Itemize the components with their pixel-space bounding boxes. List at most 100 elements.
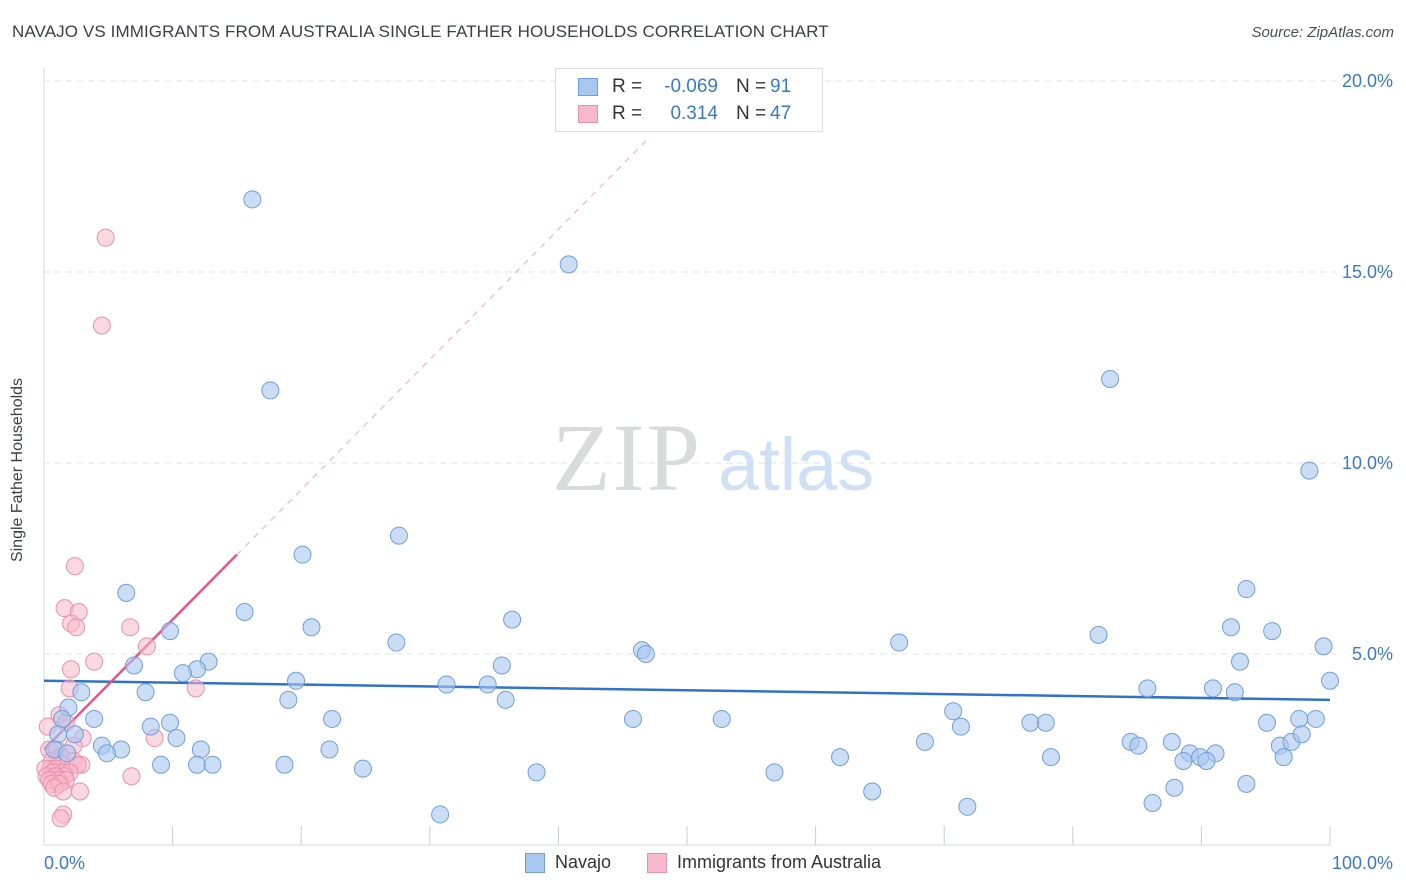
navajo-point <box>1292 725 1311 744</box>
navajo-point <box>1129 736 1148 755</box>
navajo-point <box>125 656 144 675</box>
gridlines <box>44 80 1336 655</box>
navajo-point <box>944 702 963 721</box>
y-tick-label: 20.0% <box>1342 71 1393 91</box>
navajo-point <box>173 664 192 683</box>
navajo-point <box>72 683 91 702</box>
correlation-legend: R = -0.069 N = 91 R = 0.314 N = 47 <box>555 68 823 132</box>
navajo-point <box>1290 709 1309 728</box>
legend-item-australia: Immigrants from Australia <box>646 852 881 873</box>
navajo-point <box>636 645 655 663</box>
legend-row-navajo: R = -0.069 N = 91 <box>578 74 791 100</box>
australia-point <box>54 782 73 801</box>
navajo-point <box>863 782 882 801</box>
navajo-point <box>191 740 210 759</box>
y-tick-label: 10.0% <box>1342 453 1393 473</box>
series-legend: Navajo Immigrants from Australia <box>0 852 1406 873</box>
x-tick-labels: 0.0% 100.0% <box>44 853 1393 873</box>
australia-points <box>36 228 205 828</box>
australia-swatch <box>578 105 598 123</box>
navajo-point <box>503 610 522 629</box>
navajo-point <box>831 748 850 767</box>
australia-point <box>51 809 70 828</box>
navajo-point <box>1257 713 1276 732</box>
navajo-point <box>1162 732 1181 751</box>
navajo-point <box>203 755 222 774</box>
navajo-point <box>1237 580 1256 599</box>
navajo-point <box>437 675 456 694</box>
navajo-point <box>1138 679 1157 698</box>
australia-point <box>122 767 141 786</box>
navajo-trend-line <box>43 679 1331 702</box>
navajo-point <box>279 690 298 709</box>
navajo-swatch <box>524 852 545 873</box>
navajo-point <box>623 709 642 728</box>
australia-point <box>96 228 115 247</box>
r-value: 0.314 <box>670 103 718 124</box>
watermark-atlas: atlas <box>718 423 874 506</box>
legend-row-australia: R = 0.314 N = 47 <box>578 101 791 127</box>
navajo-point <box>890 633 909 652</box>
navajo-point <box>1274 748 1293 767</box>
navajo-point <box>496 690 515 709</box>
navajo-swatch <box>578 78 598 96</box>
y-tick-labels: 5.0% 10.0% 15.0% 20.0% <box>1342 71 1393 664</box>
source-label: Source: ZipAtlas.com <box>1251 24 1394 41</box>
navajo-point <box>765 763 784 782</box>
navajo-point <box>98 744 117 763</box>
y-tick-label: 5.0% <box>1352 644 1393 664</box>
navajo-point <box>1197 751 1216 770</box>
australia-point <box>92 316 111 335</box>
navajo-point <box>261 381 280 400</box>
r-label: R = <box>612 103 643 124</box>
navajo-point <box>167 729 186 748</box>
australia-point <box>67 618 86 637</box>
r-value: -0.069 <box>664 76 718 97</box>
navajo-point <box>235 602 254 621</box>
navajo-point <box>492 656 511 675</box>
navajo-point <box>323 709 342 728</box>
navajo-point <box>188 755 207 774</box>
navajo-point <box>243 190 262 209</box>
navajo-points <box>45 190 1339 824</box>
navajo-point <box>136 683 155 702</box>
australia-point <box>85 652 104 671</box>
navajo-point <box>293 545 312 564</box>
chart-title: NAVAJO VS IMMIGRANTS FROM AUSTRALIA SING… <box>12 22 829 41</box>
y-tick-label: 15.0% <box>1342 262 1393 282</box>
x-tick-label: 0.0% <box>44 853 85 873</box>
axes <box>43 68 1331 846</box>
navajo-point <box>1021 713 1040 732</box>
watermark-zip: ZIP <box>552 404 702 511</box>
navajo-point <box>1143 793 1162 812</box>
australia-trend-line <box>236 137 649 556</box>
r-label: R = <box>612 76 643 97</box>
navajo-point <box>1300 461 1319 480</box>
n-value: 47 <box>770 103 792 124</box>
navajo-point <box>951 717 970 736</box>
n-label: N = <box>736 76 767 97</box>
navajo-point <box>161 622 180 641</box>
legend-label-navajo: Navajo <box>554 852 611 872</box>
navajo-point <box>65 725 84 744</box>
navajo-point <box>387 633 406 652</box>
navajo-point <box>1221 618 1240 637</box>
navajo-point <box>49 725 68 744</box>
navajo-point <box>53 709 72 728</box>
navajo-point <box>1237 774 1256 793</box>
navajo-point <box>559 255 578 274</box>
n-value: 91 <box>770 76 792 97</box>
navajo-point <box>275 755 294 774</box>
navajo-point <box>161 713 180 732</box>
australia-point <box>137 637 156 656</box>
australia-point <box>121 618 140 637</box>
navajo-point <box>431 805 450 824</box>
navajo-point <box>712 709 731 728</box>
navajo-point <box>1306 709 1325 728</box>
navajo-point <box>287 671 306 690</box>
australia-point <box>65 557 84 576</box>
navajo-point <box>1263 622 1282 641</box>
navajo-point <box>1089 625 1108 644</box>
navajo-point <box>1174 751 1193 770</box>
